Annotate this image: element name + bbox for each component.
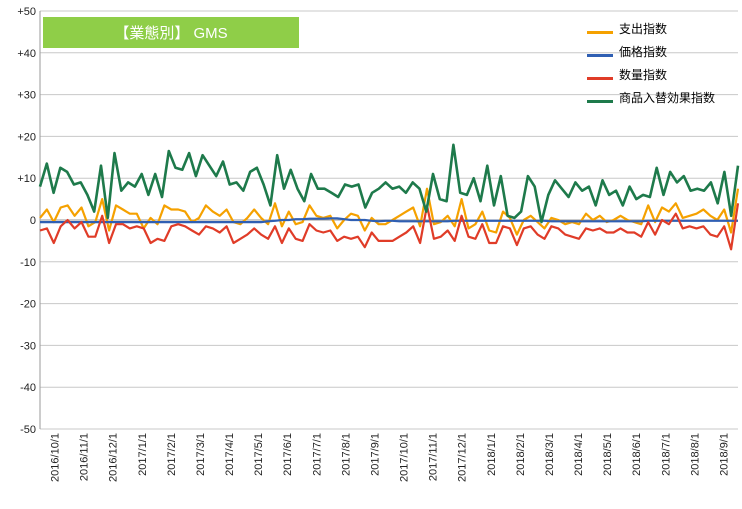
legend-item-quantity: 数量指数 — [587, 63, 715, 86]
x-tick-label: 2016/10/1 — [50, 433, 62, 482]
series-line-2 — [39, 203, 740, 251]
y-tick-label: +10 — [17, 173, 36, 185]
legend-label-price: 価格指数 — [619, 45, 668, 59]
x-tick-label: 2018/1/1 — [486, 433, 498, 476]
legend-label-quantity: 数量指数 — [619, 68, 668, 82]
y-tick-label: +40 — [17, 48, 36, 60]
x-tick-label: 2017/1/1 — [137, 433, 149, 476]
x-tick-label: 2018/6/1 — [631, 433, 643, 476]
x-tick-label: 2018/3/1 — [544, 433, 556, 476]
x-tick-label: 2017/11/1 — [428, 433, 440, 481]
y-tick-label: 0 — [30, 215, 36, 227]
legend-swatch-replacement — [587, 100, 613, 103]
y-tick-label: +20 — [17, 131, 36, 143]
y-tick-label: -20 — [20, 299, 36, 311]
legend-label-spending: 支出指数 — [619, 22, 668, 36]
legend-swatch-price — [587, 54, 613, 57]
x-tick-label: 2018/8/1 — [689, 433, 701, 476]
y-tick-label: -40 — [20, 382, 36, 394]
x-tick-label: 2017/6/1 — [282, 433, 294, 476]
x-axis-ticks: 2016/10/1 2016/11/1 2016/12/1 2017/1/1 2017/… — [50, 433, 731, 482]
y-tick-label: -50 — [20, 424, 36, 436]
x-tick-label: 2018/4/1 — [573, 433, 585, 476]
x-tick-label: 2017/7/1 — [311, 433, 323, 476]
x-tick-label: 2018/7/1 — [660, 433, 672, 476]
legend-swatch-spending — [587, 31, 613, 34]
x-tick-label: 2017/5/1 — [253, 433, 265, 476]
x-tick-label: 2018/9/1 — [718, 433, 730, 476]
x-tick-label: 2017/10/1 — [399, 433, 411, 482]
legend-item-price: 価格指数 — [587, 40, 715, 63]
x-tick-label: 2016/12/1 — [108, 433, 120, 482]
legend-swatch-quantity — [587, 77, 613, 80]
x-tick-label: 2017/8/1 — [340, 433, 352, 476]
series-line-1 — [40, 217, 738, 224]
legend-item-replacement: 商品入替効果指数 — [587, 86, 715, 109]
chart-title-text: 【業態別】 GMS — [114, 25, 228, 42]
y-tick-label: +50 — [17, 6, 36, 18]
series-line-3 — [38, 143, 740, 224]
x-tick-label: 2018/5/1 — [602, 433, 614, 476]
x-tick-label: 2018/2/1 — [515, 433, 527, 476]
x-tick-label: 2017/4/1 — [224, 433, 236, 476]
chart-title: 【業態別】 GMS — [43, 17, 299, 48]
x-tick-label: 2017/2/1 — [166, 433, 178, 476]
y-tick-label: -30 — [20, 340, 36, 352]
x-tick-label: 2017/9/1 — [369, 433, 381, 476]
legend-item-spending: 支出指数 — [587, 17, 715, 40]
x-tick-label: 2017/12/1 — [457, 433, 469, 482]
y-tick-label: -10 — [20, 257, 36, 269]
y-tick-label: +30 — [17, 90, 36, 102]
x-tick-label: 2017/3/1 — [195, 433, 207, 476]
chart-series-lines — [38, 143, 740, 251]
legend: 支出指数 価格指数 数量指数 商品入替効果指数 — [587, 17, 715, 109]
y-axis-ticks: +50 +40 +30 +20 +10 0 -10 -20 -30 -40 -50 — [17, 6, 36, 436]
x-tick-label: 2016/11/1 — [79, 433, 91, 481]
legend-label-replacement: 商品入替効果指数 — [619, 91, 716, 105]
